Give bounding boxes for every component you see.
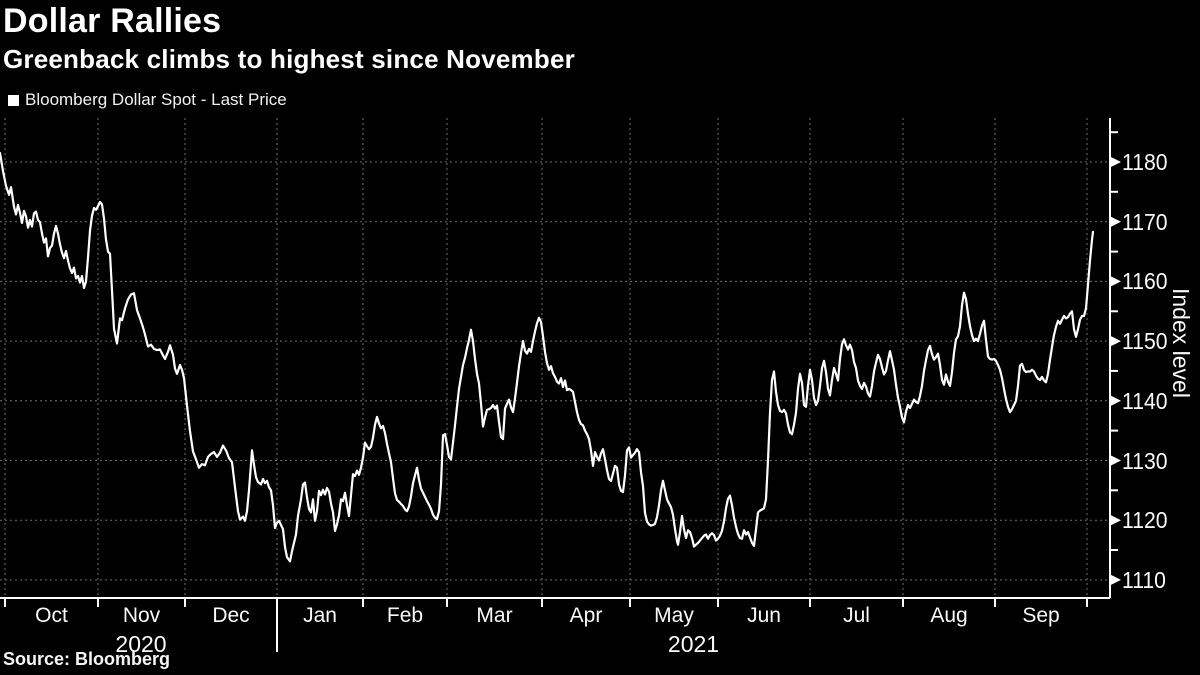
y-tick-label: 1140 <box>1122 388 1168 414</box>
y-tick-label: 1120 <box>1122 507 1168 533</box>
y-major-tick-arrow <box>1111 574 1121 585</box>
dollar-spot-line <box>0 151 1095 563</box>
x-month-label: Mar <box>476 604 513 627</box>
y-tick-label: 1160 <box>1122 268 1168 294</box>
y-tick-label: 1110 <box>1122 567 1166 593</box>
x-month-label: Oct <box>35 604 68 627</box>
x-month-label: Aug <box>930 604 968 627</box>
y-tick-label: 1170 <box>1122 209 1168 235</box>
y-axis-title: Index level <box>1168 288 1194 398</box>
y-major-tick-arrow <box>1111 455 1121 466</box>
page-title: Dollar Rallies <box>3 2 222 40</box>
x-month-label: Jun <box>747 604 781 627</box>
x-month-label: Sep <box>1022 604 1060 627</box>
y-major-tick-arrow <box>1111 515 1121 526</box>
page-subtitle: Greenback climbs to highest since Novemb… <box>3 44 575 74</box>
x-month-label: Feb <box>386 604 424 627</box>
y-major-tick-arrow <box>1111 276 1121 287</box>
y-tick-label: 1130 <box>1122 448 1168 474</box>
x-month-label: May <box>654 604 694 627</box>
square-swatch-icon <box>8 94 19 106</box>
y-major-tick-arrow <box>1111 336 1121 347</box>
y-major-tick-arrow <box>1111 395 1121 406</box>
y-major-tick-arrow <box>1111 216 1121 227</box>
x-year-label: 2021 <box>667 631 720 657</box>
x-month-label: Apr <box>569 604 603 627</box>
x-month-label: Jan <box>303 604 337 627</box>
legend: Bloomberg Dollar Spot - Last Price <box>8 90 287 110</box>
x-month-label: Jul <box>843 604 870 627</box>
legend-label: Bloomberg Dollar Spot - Last Price <box>25 90 287 109</box>
x-month-label: Nov <box>122 604 161 627</box>
y-tick-label: 1150 <box>1122 328 1168 354</box>
y-tick-label: 1180 <box>1122 149 1168 175</box>
y-major-tick-arrow <box>1111 157 1121 167</box>
x-year-label: 2020 <box>115 631 167 657</box>
x-month-label: Dec <box>212 604 250 627</box>
source-credit: Source: Bloomberg <box>3 649 171 669</box>
